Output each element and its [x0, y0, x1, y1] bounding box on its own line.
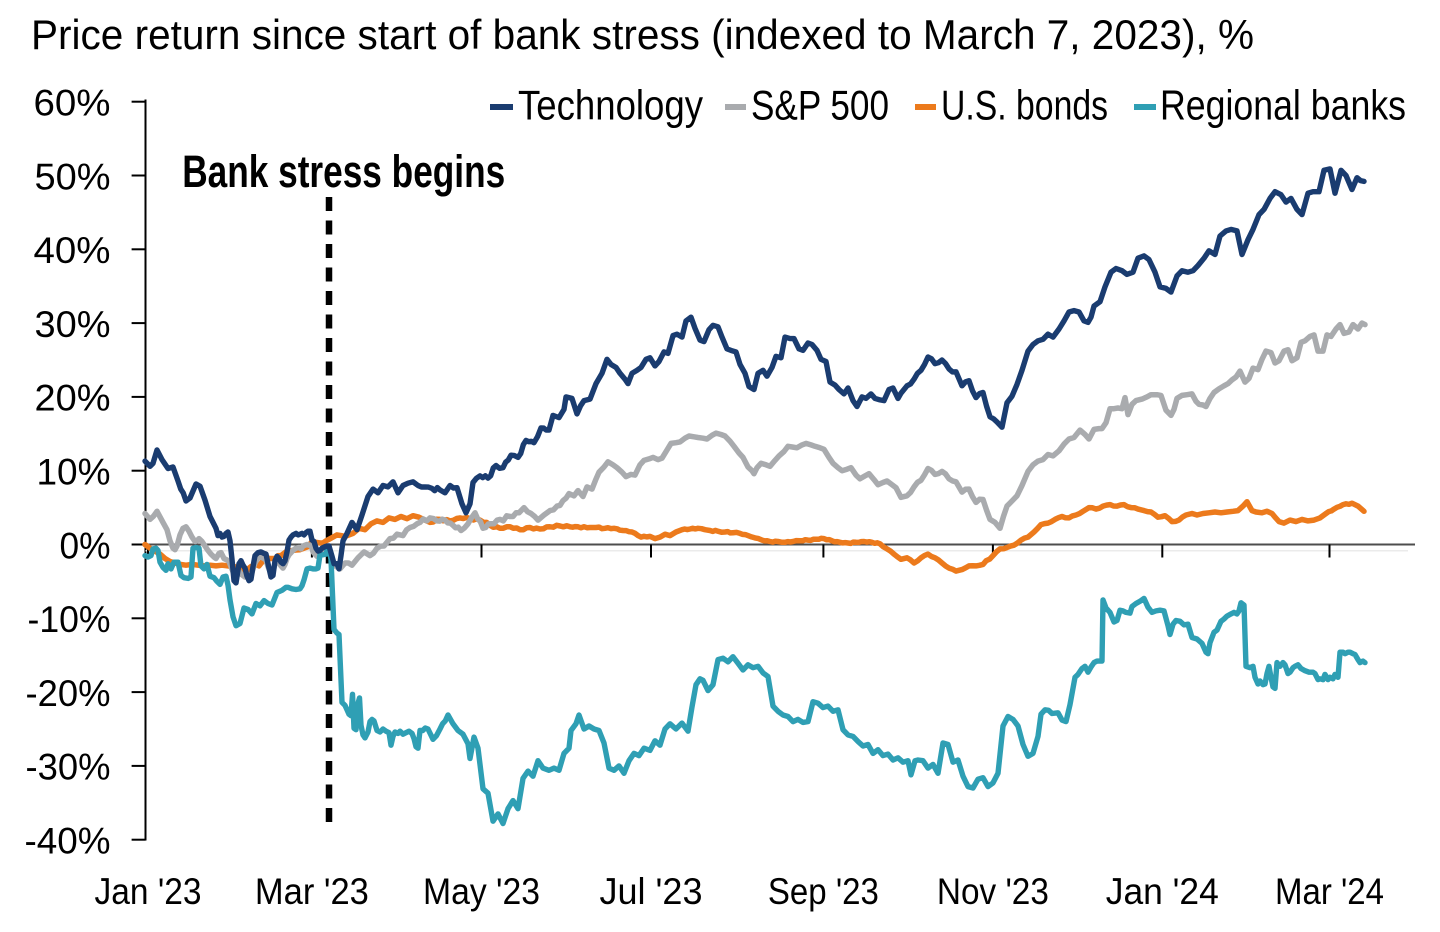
svg-text:20%: 20% [35, 377, 111, 419]
svg-text:Mar '24: Mar '24 [1275, 871, 1384, 912]
svg-text:Price return since start of ba: Price return since start of bank stress … [31, 11, 1254, 58]
svg-text:-10%: -10% [28, 598, 111, 640]
svg-text:U.S. bonds: U.S. bonds [941, 82, 1108, 129]
svg-text:S&P 500: S&P 500 [751, 82, 889, 129]
svg-text:10%: 10% [37, 451, 111, 493]
svg-text:0%: 0% [60, 524, 111, 566]
svg-text:Jul '23: Jul '23 [600, 871, 703, 912]
svg-text:Jan '23: Jan '23 [95, 871, 202, 912]
svg-text:May '23: May '23 [423, 871, 540, 912]
svg-text:Sep '23: Sep '23 [768, 871, 879, 912]
svg-text:30%: 30% [35, 303, 111, 345]
svg-text:-40%: -40% [25, 820, 111, 862]
svg-text:50%: 50% [35, 155, 111, 197]
svg-text:Mar '23: Mar '23 [255, 871, 369, 912]
svg-text:40%: 40% [34, 229, 111, 271]
svg-text:60%: 60% [34, 82, 111, 124]
svg-text:Bank stress begins: Bank stress begins [182, 146, 505, 197]
svg-text:Technology: Technology [518, 82, 703, 129]
svg-text:Nov '23: Nov '23 [937, 871, 1049, 912]
svg-text:-30%: -30% [26, 746, 111, 788]
svg-text:Jan '24: Jan '24 [1106, 871, 1219, 912]
svg-text:-20%: -20% [26, 672, 111, 714]
svg-text:Regional banks: Regional banks [1160, 82, 1406, 129]
